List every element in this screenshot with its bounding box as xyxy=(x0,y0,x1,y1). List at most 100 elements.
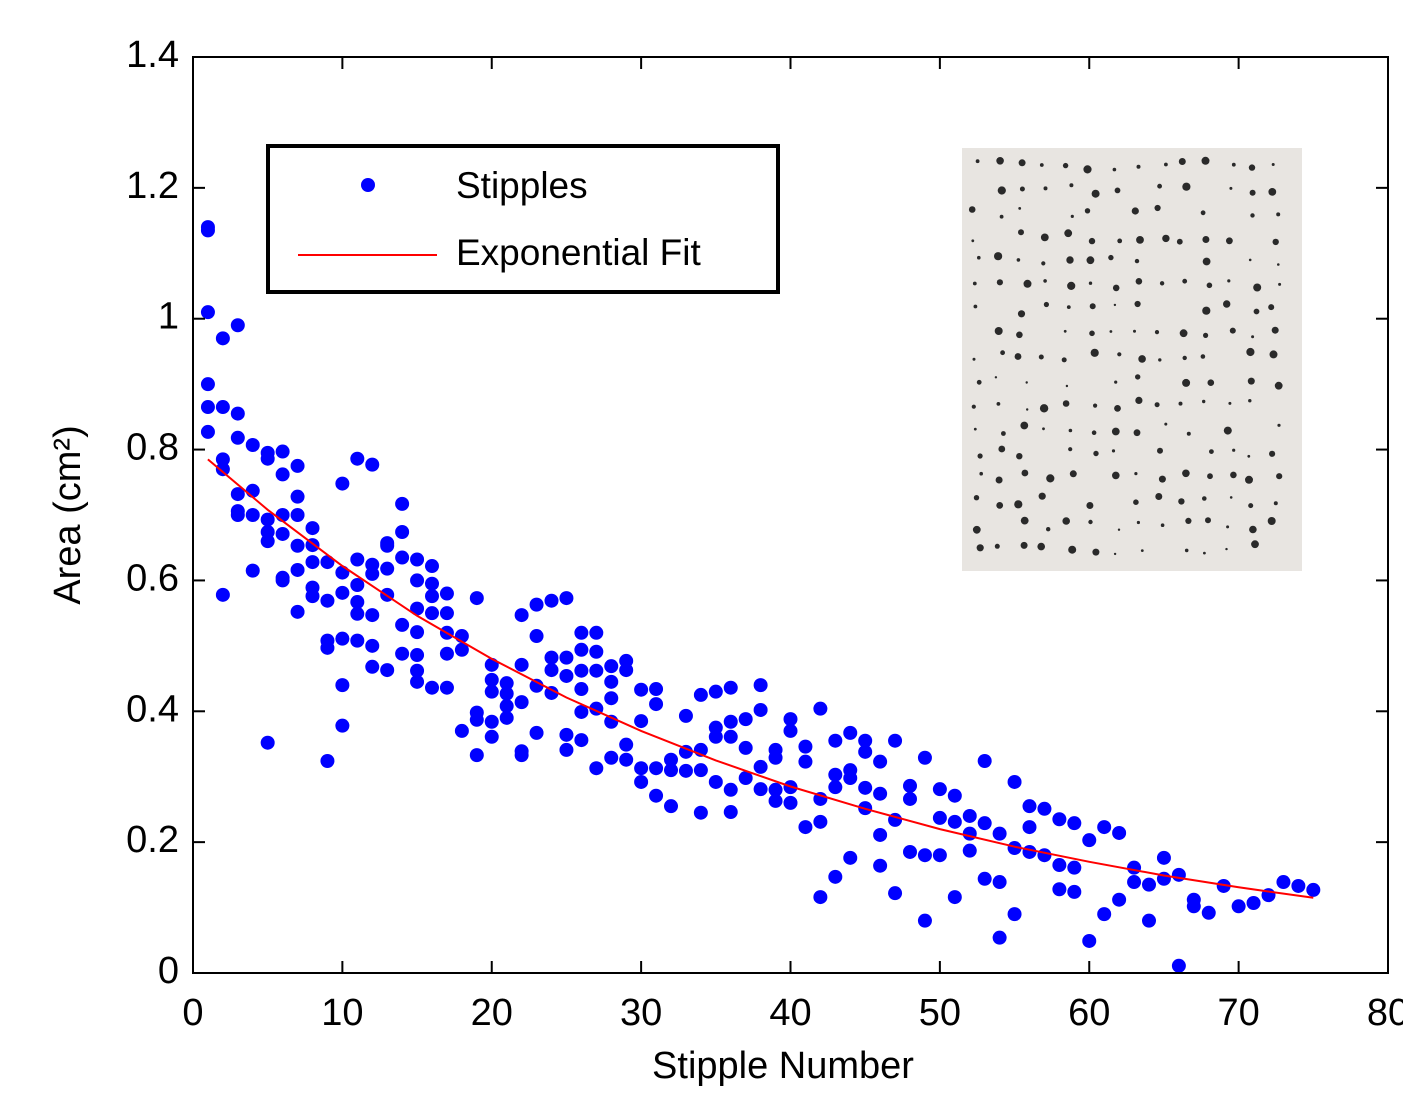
stipple-point xyxy=(738,740,753,755)
x-tick-label: 40 xyxy=(769,992,811,1034)
stipple-point xyxy=(858,733,873,748)
stipple-point xyxy=(843,850,858,865)
photo-dot xyxy=(1225,547,1228,551)
photo-dot xyxy=(1178,498,1185,505)
photo-dot xyxy=(972,357,976,361)
stipple-point xyxy=(320,754,335,769)
photo-dot xyxy=(1229,496,1233,499)
stipple-point xyxy=(395,525,410,540)
photo-dot xyxy=(994,543,1000,549)
stipple-point xyxy=(1171,867,1186,882)
photo-dot xyxy=(1202,257,1211,266)
photo-dot xyxy=(973,495,980,501)
photo-dot xyxy=(1026,408,1029,411)
stipple-point xyxy=(1127,860,1142,875)
stipple-point xyxy=(290,562,305,577)
stipple-point xyxy=(305,589,320,604)
stipple-point xyxy=(843,725,858,740)
photo-dot xyxy=(1136,236,1144,244)
stipple-point xyxy=(425,589,439,604)
stipple-point xyxy=(634,682,649,697)
stipple-point xyxy=(649,788,664,803)
stipple-point xyxy=(245,483,260,498)
photo-dot xyxy=(977,255,981,260)
stipple-point xyxy=(335,631,350,646)
stipple-point xyxy=(425,576,439,591)
stipple-point xyxy=(574,663,589,678)
photo-dot xyxy=(1246,347,1255,357)
stipple-point xyxy=(410,552,425,567)
stipple-point xyxy=(1276,875,1291,890)
photo-dot xyxy=(973,304,978,309)
stipple-point xyxy=(574,704,589,719)
photo-dot xyxy=(1086,502,1094,509)
stipple-point xyxy=(1201,905,1216,920)
photo-dot xyxy=(1133,429,1141,437)
x-tick-label: 20 xyxy=(471,992,513,1034)
photo-dot xyxy=(971,239,975,243)
stipple-point xyxy=(693,763,708,778)
stipple-point xyxy=(977,816,992,831)
photo-dot xyxy=(1040,233,1049,242)
stipple-point xyxy=(275,573,290,588)
photo-dot xyxy=(1043,301,1049,308)
stipple-point xyxy=(574,625,589,640)
stipple-point xyxy=(395,496,410,511)
stipple-point xyxy=(678,744,693,759)
photo-dot xyxy=(1162,234,1170,243)
stipple-point xyxy=(484,684,499,699)
photo-dot xyxy=(1135,278,1143,285)
y-tick-label: 0.4 xyxy=(126,688,179,730)
photo-dot xyxy=(1133,329,1136,333)
stipple-point xyxy=(798,739,813,754)
photo-dot xyxy=(1232,448,1236,452)
photo-dot xyxy=(1069,183,1074,188)
stipple-point xyxy=(977,754,992,769)
stipple-point xyxy=(1022,799,1037,814)
photo-dot xyxy=(1200,210,1206,216)
photo-dot xyxy=(1253,308,1260,315)
stipple-point xyxy=(664,763,678,778)
stipple-point xyxy=(1171,958,1186,973)
photo-dot xyxy=(1112,471,1120,480)
stipple-point xyxy=(425,559,439,574)
stipple-point xyxy=(499,710,514,725)
stipple-point xyxy=(499,686,514,701)
stipple-point xyxy=(783,712,798,727)
stipple-point xyxy=(245,437,260,452)
photo-dot xyxy=(1016,453,1023,460)
photo-dot xyxy=(1065,384,1069,388)
photo-dot xyxy=(976,544,984,552)
photo-dot xyxy=(1273,501,1278,506)
stipple-point xyxy=(604,750,619,765)
photo-dot xyxy=(1134,300,1141,308)
stipple-point xyxy=(275,526,290,541)
stipple-point xyxy=(693,805,708,820)
stipple-point xyxy=(350,451,365,466)
photo-dot xyxy=(1014,500,1023,509)
stipple-point xyxy=(873,754,888,769)
stipple-point xyxy=(350,578,365,593)
stipple-point xyxy=(589,644,604,659)
photo-dot xyxy=(1248,164,1256,171)
photo-dot xyxy=(1271,163,1275,166)
photo-dot xyxy=(1182,182,1191,191)
photo-dot xyxy=(1164,162,1168,167)
stipple-point xyxy=(753,782,768,797)
stipple-point xyxy=(768,750,783,765)
photo-dot xyxy=(1112,284,1120,292)
stipple-point xyxy=(335,678,350,693)
y-tick-label: 0.8 xyxy=(126,427,179,469)
stipple-point xyxy=(903,791,917,806)
stipple-point xyxy=(260,534,275,549)
photo-dot xyxy=(1206,282,1213,289)
photo-dot xyxy=(1131,207,1139,215)
photo-dot xyxy=(1277,423,1281,427)
photo-dot xyxy=(1023,279,1032,288)
photo-dot xyxy=(1039,163,1044,167)
stipple-point xyxy=(410,663,425,678)
stipple-point xyxy=(604,674,619,689)
photo-dot xyxy=(1113,303,1117,307)
photo-dot xyxy=(1018,159,1026,167)
photo-dot xyxy=(976,379,982,385)
